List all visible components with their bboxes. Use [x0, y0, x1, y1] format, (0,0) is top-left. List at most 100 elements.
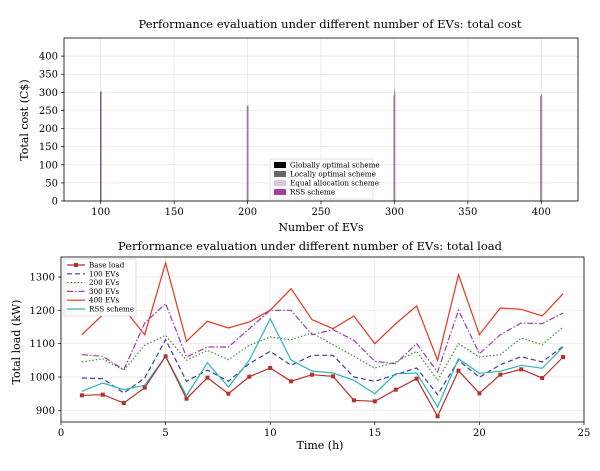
- cost-bar: [394, 92, 396, 201]
- load-point-marker: [372, 399, 377, 404]
- load-chart-plot-frame: [60, 256, 585, 423]
- load-ytick-label: 1300: [30, 273, 55, 284]
- cost-xtick-label: 200: [238, 207, 257, 218]
- cost-chart-title: Performance evaluation under different n…: [138, 17, 521, 31]
- load-series-line: [81, 355, 564, 418]
- load-xtick-label: 15: [368, 428, 381, 439]
- load-xtick-label: 25: [578, 428, 591, 439]
- load-xtick-label: 0: [58, 428, 64, 439]
- load-xtick-label: 5: [162, 428, 168, 439]
- load-chart-xlabel: Time (h): [297, 439, 344, 452]
- cost-ytick-label: 250: [39, 106, 58, 117]
- load-point-marker: [351, 398, 356, 403]
- load-point-marker: [268, 366, 273, 370]
- cost-legend-swatch: [274, 189, 286, 195]
- cost-bar: [100, 92, 101, 201]
- cost-bar: [247, 105, 249, 201]
- cost-bar: [100, 88, 102, 201]
- cost-ytick-label: 200: [39, 124, 58, 135]
- load-point-marker: [477, 391, 482, 396]
- load-point-marker: [498, 372, 503, 377]
- load-point-marker: [79, 393, 84, 398]
- load-series-line: [81, 326, 564, 382]
- load-ytick-label: 1200: [30, 306, 55, 317]
- load-legend-label: 100 EVs: [89, 269, 119, 278]
- cost-ytick-label: 400: [39, 52, 58, 63]
- load-point-marker: [561, 355, 566, 359]
- load-point-marker: [519, 367, 524, 372]
- cost-legend-frame: [269, 158, 374, 200]
- cost-bar: [394, 89, 395, 201]
- load-ytick-label: 900: [36, 406, 55, 417]
- load-series-line: [81, 302, 564, 374]
- cost-xtick-label: 300: [385, 207, 404, 218]
- load-legend-label: 300 EVs: [89, 287, 119, 296]
- load-point-marker: [100, 392, 105, 397]
- load-point-marker: [393, 387, 398, 392]
- load-point-marker: [456, 368, 461, 373]
- cost-xtick-label: 400: [532, 207, 551, 218]
- load-chart: Performance evaluation under different n…: [10, 239, 590, 452]
- cost-legend-label: Equal allocation scheme: [290, 179, 379, 188]
- load-point-marker: [142, 385, 147, 390]
- load-point-marker: [414, 376, 419, 381]
- cost-ytick-label: 50: [45, 178, 58, 189]
- cost-xtick-label: 350: [458, 207, 477, 218]
- load-ytick-label: 1000: [30, 373, 55, 384]
- cost-bar: [540, 95, 542, 201]
- cost-legend-label: Locally optimal scheme: [290, 170, 376, 179]
- load-point-marker: [310, 372, 315, 377]
- cost-bar: [100, 90, 101, 201]
- load-point-marker: [435, 414, 440, 419]
- cost-legend-label: Globally optimal scheme: [290, 161, 380, 170]
- cost-bar: [541, 93, 542, 201]
- cost-chart-xlabel: Number of EVs: [278, 221, 364, 234]
- cost-legend-label: RSS scheme: [290, 188, 335, 197]
- cost-ytick-label: 350: [39, 70, 58, 81]
- load-chart-title: Performance evaluation under different n…: [118, 239, 503, 253]
- load-point-marker: [163, 354, 168, 359]
- cost-bar: [541, 95, 543, 201]
- load-point-marker: [330, 374, 335, 379]
- cost-legend-swatch: [274, 171, 286, 177]
- load-series-line: [81, 338, 564, 396]
- cost-ytick-label: 300: [39, 88, 58, 99]
- cost-bar: [540, 94, 542, 201]
- cost-xtick-label: 150: [165, 207, 184, 218]
- cost-ytick-label: 100: [39, 160, 58, 171]
- load-chart-ylabel: Total load (kW): [10, 300, 23, 385]
- cost-chart: Performance evaluation under different n…: [18, 17, 579, 234]
- load-point-marker: [226, 391, 231, 396]
- cost-bar: [247, 105, 249, 201]
- load-point-marker: [540, 376, 545, 380]
- cost-legend-swatch: [274, 180, 286, 186]
- load-legend-label: Base load: [89, 261, 125, 270]
- load-point-marker: [289, 379, 294, 384]
- load-legend-label: 400 EVs: [89, 296, 119, 305]
- load-legend-marker: [74, 263, 78, 267]
- load-xtick-label: 10: [264, 428, 277, 439]
- cost-bar: [393, 95, 395, 201]
- load-point-marker: [247, 374, 252, 379]
- cost-legend-swatch: [274, 162, 286, 168]
- cost-bar: [394, 85, 395, 201]
- load-legend-label: 200 EVs: [89, 278, 119, 287]
- cost-ytick-label: 0: [52, 197, 58, 208]
- cost-bar: [247, 105, 248, 201]
- load-point-marker: [184, 396, 189, 401]
- cost-xtick-label: 250: [311, 207, 330, 218]
- cost-ytick-label: 150: [39, 142, 58, 153]
- load-point-marker: [205, 375, 210, 380]
- cost-bar: [101, 91, 102, 201]
- load-legend-frame: [63, 258, 137, 317]
- load-legend-label: RSS scheme: [89, 305, 134, 314]
- cost-bar: [246, 106, 248, 201]
- load-xtick-label: 20: [473, 428, 486, 439]
- load-series-line: [81, 260, 564, 363]
- load-ytick-label: 1100: [30, 339, 55, 350]
- cost-xtick-label: 100: [91, 207, 110, 218]
- load-point-marker: [121, 401, 126, 405]
- cost-chart-ylabel: Total cost (C$): [18, 79, 31, 160]
